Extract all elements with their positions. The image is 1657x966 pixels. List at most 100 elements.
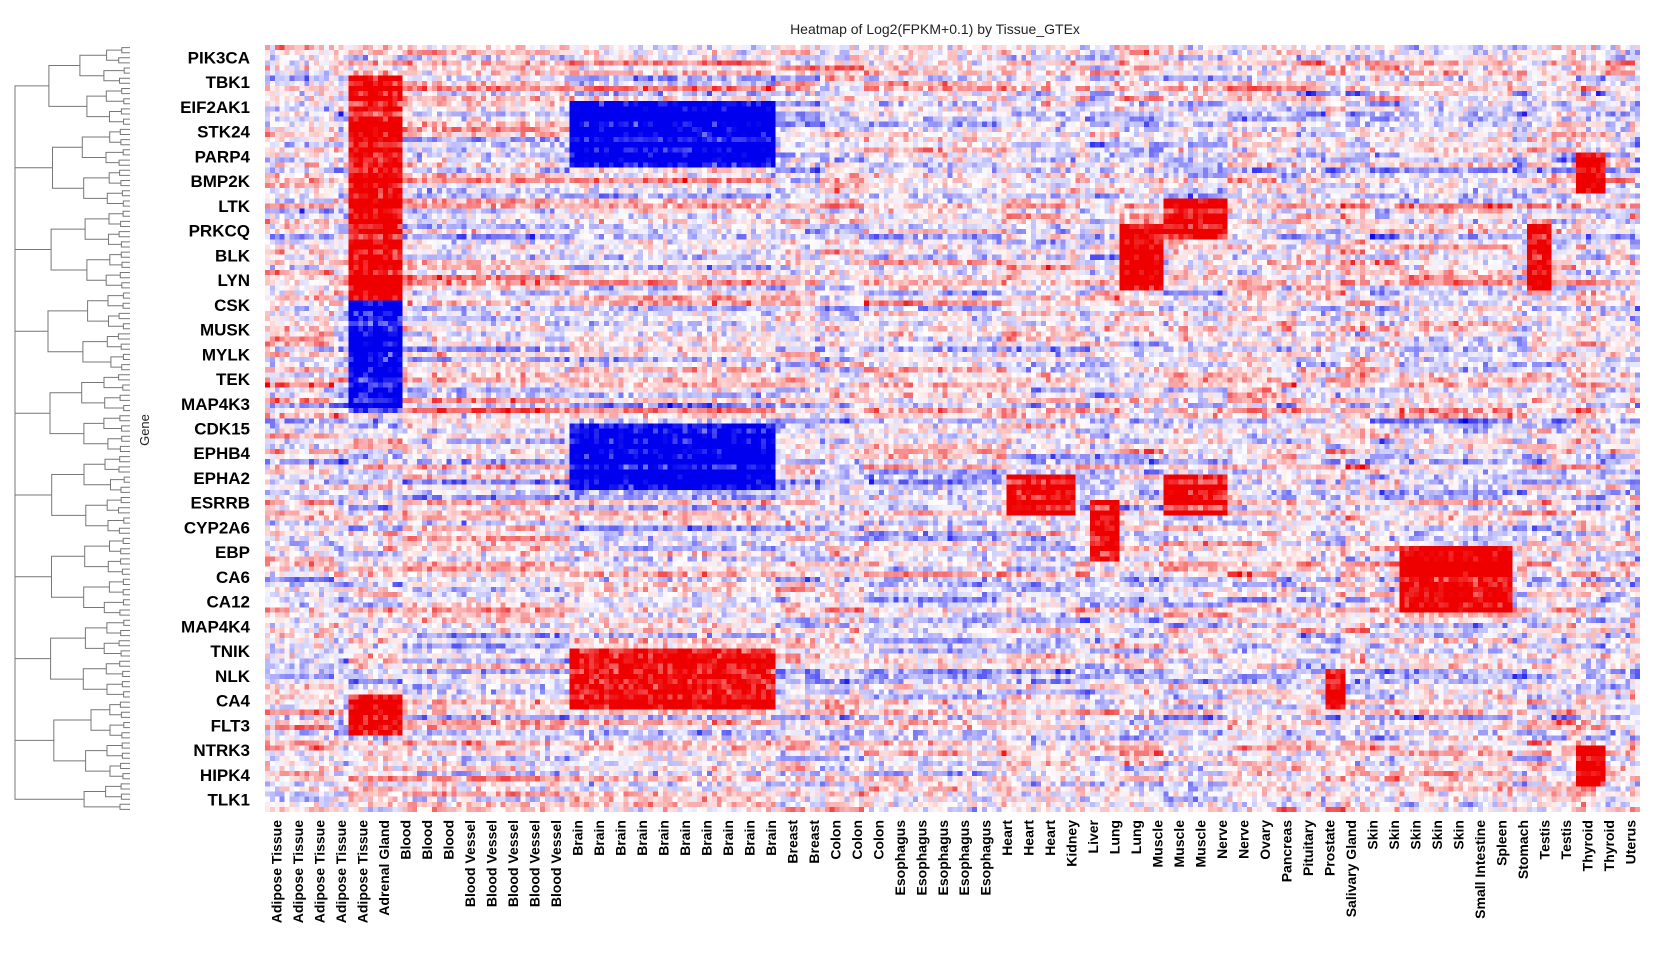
x-tick-label: Lung [1107,820,1123,854]
x-tick-label: Nerve [1236,820,1252,859]
x-tick-label: Small Intestine [1472,820,1488,919]
y-tick-label: TNIK [210,642,250,661]
x-tick-label: Brain [591,820,607,856]
x-tick-label: Nerve [1214,820,1230,859]
x-tick-label: Pituitary [1300,820,1316,876]
x-tick-label: Esophagus [935,820,951,896]
x-tick-label: Brain [763,820,779,856]
x-tick-label: Heart [1042,820,1058,856]
x-tick-label: Prostate [1321,820,1337,876]
x-tick-label: Liver [1085,819,1101,853]
x-tick-label: Testis [1536,820,1552,860]
y-tick-label: FLT3 [211,716,250,735]
y-tick-label: MAP4K4 [181,617,251,636]
x-tick-label: Brain [720,820,736,856]
x-tick-label: Heart [1021,820,1037,856]
x-tick-label: Pancreas [1279,820,1295,882]
x-tick-label: Brain [612,820,628,856]
x-tick-label: Blood Vessel [484,820,500,907]
x-tick-label: Skin [1407,820,1423,850]
y-tick-label: LTK [218,197,251,216]
x-tick-label: Blood Vessel [505,820,521,907]
y-tick-label: STK24 [197,123,250,142]
y-tick-label: MAP4K3 [181,395,250,414]
x-tick-label: Breast [806,820,822,864]
x-tick-label: Blood Vessel [527,820,543,907]
y-tick-label: NTRK3 [193,741,250,760]
y-tick-label: NLK [215,667,251,686]
x-tick-label: Adipose Tissue [269,820,285,923]
x-tick-label: Brain [655,820,671,856]
x-tick-label: Brain [677,820,693,856]
x-tick-label: Skin [1429,820,1445,850]
x-tick-label: Thyroid [1601,820,1617,871]
x-tick-label: Esophagus [956,820,972,896]
dendrogram-branches [14,47,130,810]
x-tick-label: Skin [1386,820,1402,850]
x-tick-label: Thyroid [1579,820,1595,871]
x-tick-label: Adipose Tissue [355,820,371,923]
x-tick-label: Testis [1558,820,1574,860]
x-tick-label: Colon [870,820,886,860]
x-tick-label: Adipose Tissue [312,820,328,923]
x-tick-label: Adipose Tissue [333,820,349,923]
x-tick-label: Blood [419,820,435,860]
y-tick-label: PRKCQ [189,222,250,241]
y-tick-label: CA12 [207,593,250,612]
x-tick-label: Salivary Gland [1343,820,1359,917]
x-tick-label: Colon [849,820,865,860]
x-tick-label: Esophagus [913,820,929,896]
y-tick-label: MYLK [202,345,251,364]
x-tick-label: Colon [827,820,843,860]
x-tick-label: Uterus [1622,820,1638,865]
x-tick-label: Brain [698,820,714,856]
y-tick-label: EBP [215,543,250,562]
x-tick-label: Esophagus [892,820,908,896]
y-tick-label: CA6 [216,568,250,587]
y-tick-label: TBK1 [206,73,250,92]
y-tick-label: PIK3CA [188,48,250,67]
x-tick-label: Breast [784,820,800,864]
chart-title: Heatmap of Log2(FPKM+0.1) by Tissue_GTEx [790,21,1080,37]
x-tick-label: Adipose Tissue [290,820,306,923]
y-tick-label: EIF2AK1 [180,98,250,117]
x-tick-label: Muscle [1150,820,1166,868]
y-tick-label: BLK [215,246,251,265]
y-tick-label: ESRRB [190,494,250,513]
x-tick-label: Kidney [1064,820,1080,867]
y-tick-label: TEK [216,370,251,389]
x-tick-label: Muscle [1193,820,1209,868]
x-tick-label: Brain [741,820,757,856]
x-tick-label: Heart [999,820,1015,856]
x-tick-label: Muscle [1171,820,1187,868]
x-tick-labels: Adipose Tissue Adipose Tissue Adipose Tiss… [269,819,1639,923]
gene-dendrogram [14,47,130,810]
y-tick-label: BMP2K [190,172,250,191]
y-tick-label: CA4 [216,692,251,711]
y-tick-label: HIPK4 [200,766,251,785]
x-tick-label: Lung [1128,820,1144,854]
x-tick-label: Stomach [1515,820,1531,879]
x-tick-label: Esophagus [978,820,994,896]
x-tick-label: Ovary [1257,820,1273,860]
x-tick-label: Adrenal Gland [376,820,392,916]
y-tick-label: EPHB4 [193,444,250,463]
x-tick-label: Spleen [1493,820,1509,866]
y-axis-label: Gene [137,414,152,446]
heatmap-cells [265,45,1640,812]
y-tick-label: CYP2A6 [184,518,250,537]
y-tick-label: CDK15 [194,420,250,439]
x-tick-label: Blood Vessel [462,820,478,907]
heatmap-image [265,45,1640,812]
y-tick-label: LYN [218,271,250,290]
y-tick-label: PARP4 [195,147,251,166]
y-tick-label: CSK [214,296,251,315]
y-tick-labels: PIK3CA TBK1 EIF2AK1 STK24 PARP4 BMP2K LTK PRKCQ… [180,48,251,809]
x-tick-label: Brain [570,820,586,856]
x-tick-label: Blood [398,820,414,860]
x-tick-label: Blood Vessel [548,820,564,907]
x-tick-label: Skin [1450,820,1466,850]
y-tick-label: MUSK [200,321,251,340]
y-tick-label: TLK1 [208,791,251,810]
